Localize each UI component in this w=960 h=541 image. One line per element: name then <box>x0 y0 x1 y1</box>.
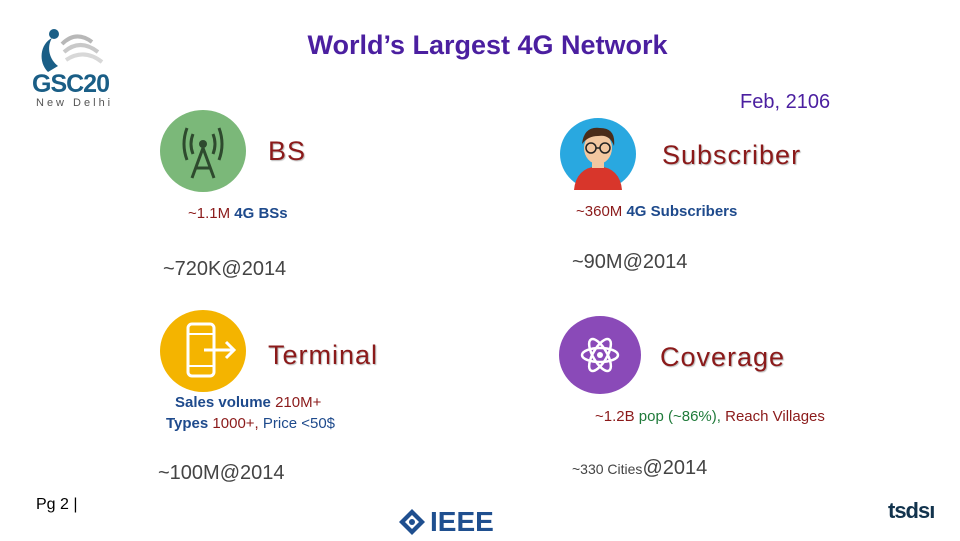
bs-count-line: ~1.1M 4G BSs <box>188 205 288 222</box>
subscriber-count: ~360M <box>576 203 623 220</box>
phone-icon <box>160 310 246 392</box>
date-label: Feb, 2106 <box>740 91 831 113</box>
tsdsi-logo: tsdsı <box>888 498 935 523</box>
coverage-pop-value: ~1.2B <box>595 408 635 425</box>
subscriber-heading: Subscriber <box>662 140 802 170</box>
coverage-villages: Reach Villages <box>725 408 825 425</box>
terminal-sales-value: 210M+ <box>275 394 322 411</box>
coverage-heading: Coverage <box>660 342 786 372</box>
bs-history: ~720K@2014 <box>163 258 287 280</box>
ieee-diamond-icon <box>398 508 426 541</box>
terminal-types-value: 1000+, <box>212 415 259 432</box>
terminal-sales-line: Sales volume 210M+ <box>175 394 321 411</box>
page-number: Pg 2 | <box>36 496 78 513</box>
person-icon <box>560 118 636 190</box>
subscriber-count-line: ~360M 4G Subscribers <box>576 203 737 220</box>
coverage-cities: ~330 Cities <box>572 461 643 477</box>
gsc20-logo-text: GSC20 <box>32 70 110 98</box>
page-title: World’s Largest 4G Network <box>307 30 668 60</box>
peacock-icon <box>41 29 104 72</box>
subscriber-history: ~90M@2014 <box>572 251 688 273</box>
coverage-pop-text: pop (~86%), <box>638 408 721 425</box>
gsc20-logo <box>28 22 108 112</box>
terminal-types-label: Types <box>166 415 209 432</box>
tower-icon <box>160 110 246 192</box>
coverage-history: ~330 Cities@2014 <box>572 457 707 480</box>
ieee-logo-text: IEEE <box>430 506 494 537</box>
atom-icon <box>559 316 641 394</box>
bs-heading: BS <box>268 136 307 166</box>
terminal-history: ~100M@2014 <box>158 462 285 484</box>
subscriber-count-label: 4G Subscribers <box>626 203 738 220</box>
coverage-year: @2014 <box>642 457 708 479</box>
bs-count-label: 4G BSs <box>234 205 288 222</box>
terminal-types-line: Types 1000+, Price <50$ <box>166 415 335 432</box>
terminal-heading: Terminal <box>268 340 379 370</box>
terminal-sales-label: Sales volume <box>175 394 271 411</box>
gsc20-logo-subtext: New Delhi <box>36 97 114 109</box>
coverage-pop-line: ~1.2B pop (~86%), Reach Villages <box>595 408 825 425</box>
terminal-price: Price <50$ <box>262 415 336 432</box>
bs-count: ~1.1M <box>188 205 231 222</box>
